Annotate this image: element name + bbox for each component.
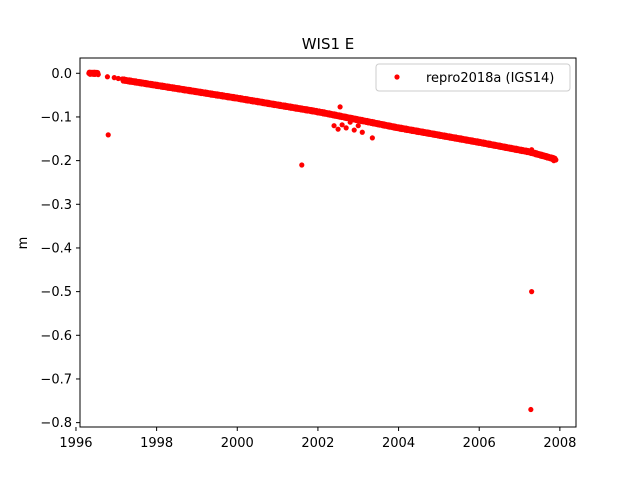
data-point — [335, 126, 341, 132]
legend: repro2018a (IGS14) — [375, 63, 571, 92]
data-point — [369, 135, 375, 141]
data-point — [351, 127, 357, 133]
legend-label: repro2018a (IGS14) — [426, 71, 554, 86]
data-point — [95, 71, 101, 78]
data-point — [299, 162, 305, 168]
x-tick-label: 2000 — [221, 436, 254, 451]
x-axis: 1996 1998 2000 2002 2004 2006 2008 — [59, 427, 576, 451]
data-point — [111, 75, 117, 81]
x-tick-label: 2004 — [382, 436, 415, 451]
y-tick-label: −0.8 — [40, 416, 72, 431]
data-point — [355, 123, 361, 129]
data-point — [115, 75, 121, 82]
y-tick-label: 0.0 — [51, 67, 72, 82]
y-tick-label: −0.1 — [40, 110, 72, 125]
y-tick-label: −0.2 — [40, 154, 72, 169]
data-point — [541, 153, 547, 159]
y-tick-label: −0.7 — [40, 372, 72, 387]
data-point — [528, 406, 534, 413]
plot-frame — [79, 57, 577, 428]
x-tick-label: 2002 — [301, 436, 334, 451]
data-point — [331, 123, 337, 129]
x-tick-label: 2008 — [543, 436, 576, 451]
data-point — [339, 122, 345, 128]
x-tick-label: 1998 — [140, 436, 173, 451]
data-point — [529, 289, 535, 295]
y-tick-label: −0.3 — [40, 198, 72, 213]
legend-box — [375, 63, 571, 92]
data-point — [105, 132, 111, 138]
y-tick-label: −0.5 — [40, 285, 72, 300]
data-point — [347, 119, 353, 125]
data-point — [531, 150, 537, 156]
x-tick-label: 1996 — [59, 436, 92, 451]
data-point — [551, 158, 557, 164]
y-axis: 0.0 −0.1 −0.2 −0.3 −0.4 −0.5 −0.6 −0.7 −0.8 — [40, 67, 80, 431]
y-tick-label: −0.6 — [40, 329, 72, 344]
x-tick-label: 2006 — [463, 436, 496, 451]
y-tick-label: −0.4 — [40, 241, 72, 256]
chart-title: WIS1 E — [302, 35, 355, 53]
data-point — [359, 129, 365, 135]
data-point — [104, 74, 111, 80]
data-point — [337, 104, 343, 110]
legend-marker — [394, 74, 400, 80]
data-point — [343, 125, 349, 131]
data-points — [86, 69, 559, 413]
y-axis-label: m — [16, 237, 31, 250]
